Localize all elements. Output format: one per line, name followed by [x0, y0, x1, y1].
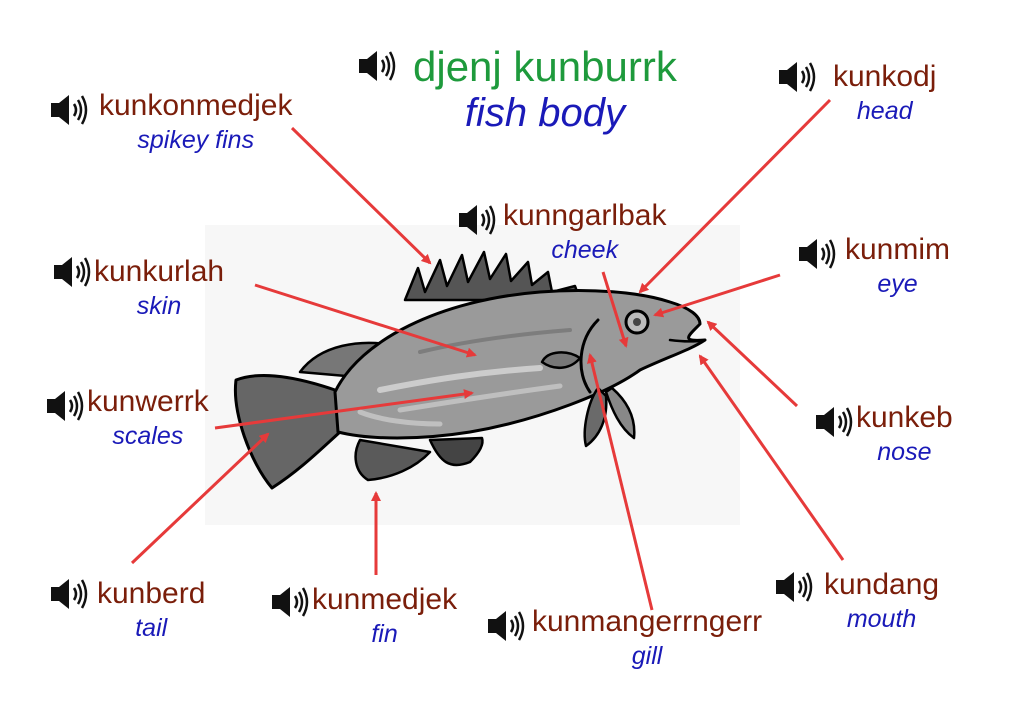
- english-word: cheek: [551, 236, 619, 264]
- label-eye: kunmim eye: [795, 232, 950, 300]
- arrow-nose: [706, 320, 799, 408]
- arrow-eye: [653, 273, 781, 318]
- indigenous-word: kundang: [824, 568, 940, 601]
- indigenous-word: kunkonmedjek: [99, 89, 293, 122]
- arrow-tail: [130, 432, 270, 565]
- arrow-scales: [214, 389, 474, 430]
- gill-line: [579, 318, 600, 394]
- anal-fin: [428, 436, 484, 467]
- fish-illustration: [233, 250, 707, 490]
- label-head: kunkodj head: [775, 55, 936, 127]
- label-cheek: kunngarlbak cheek: [455, 198, 666, 266]
- fish-body: [333, 288, 707, 440]
- label-mouth: kundang mouth: [772, 565, 939, 635]
- indigenous-word: kunmangerrngerr: [532, 605, 763, 638]
- english-word: tail: [135, 614, 168, 642]
- arrow-spikey-fins: [290, 126, 432, 265]
- speaker-icon[interactable]: [47, 572, 91, 616]
- tail-fin: [233, 374, 342, 490]
- arrow-cheek: [601, 271, 629, 348]
- speaker-icon[interactable]: [43, 384, 87, 428]
- speaker-icon[interactable]: [47, 88, 91, 132]
- english-word: nose: [877, 438, 932, 466]
- lower-fin: [354, 438, 432, 482]
- pointer-arrows: [130, 98, 845, 611]
- indigenous-word: kunngarlbak: [503, 199, 667, 232]
- indigenous-word: kunkeb: [856, 401, 953, 434]
- arrow-gill: [587, 353, 654, 611]
- mouth-line: [668, 338, 707, 343]
- label-nose: kunkeb nose: [812, 400, 953, 468]
- english-word: fin: [371, 620, 398, 648]
- label-tail: kunberd tail: [47, 572, 205, 644]
- title-indigenous: djenj kunburrk: [413, 43, 677, 90]
- label-fin: kunmedjek fin: [268, 580, 457, 650]
- arrow-mouth: [698, 354, 845, 561]
- speaker-icon[interactable]: [775, 55, 819, 99]
- title-group: djenj kunburrk fish body: [355, 44, 677, 136]
- english-word: spikey fins: [137, 126, 255, 154]
- label-gill: kunmangerrngerr gill: [484, 604, 762, 672]
- indigenous-word: kunberd: [97, 577, 206, 610]
- title-english: fish body: [464, 91, 625, 135]
- indigenous-word: kunkodj: [833, 60, 937, 93]
- english-word: scales: [112, 422, 184, 450]
- english-word: head: [856, 97, 913, 125]
- arrow-head: [638, 98, 832, 294]
- indigenous-word: kunmim: [845, 233, 951, 266]
- speaker-icon[interactable]: [268, 580, 312, 624]
- speaker-icon[interactable]: [355, 44, 399, 88]
- label-spikey-fins: kunkonmedjek spikey fins: [47, 88, 292, 156]
- speaker-icon[interactable]: [484, 604, 528, 648]
- speaker-icon[interactable]: [772, 565, 816, 609]
- indigenous-word: kunmedjek: [312, 583, 458, 616]
- english-word: gill: [631, 642, 663, 670]
- indigenous-word: kunwerrk: [87, 385, 209, 418]
- speaker-icon[interactable]: [812, 400, 856, 444]
- speaker-icon[interactable]: [795, 232, 839, 276]
- english-word: skin: [136, 292, 182, 320]
- english-word: eye: [877, 270, 918, 298]
- english-word: mouth: [846, 605, 917, 633]
- indigenous-word: kunkurlah: [94, 255, 225, 288]
- label-scales: kunwerrk scales: [43, 384, 209, 452]
- arrow-skin: [254, 283, 477, 358]
- label-skin: kunkurlah skin: [50, 250, 224, 322]
- speaker-icon[interactable]: [50, 250, 94, 294]
- speaker-icon[interactable]: [455, 198, 499, 242]
